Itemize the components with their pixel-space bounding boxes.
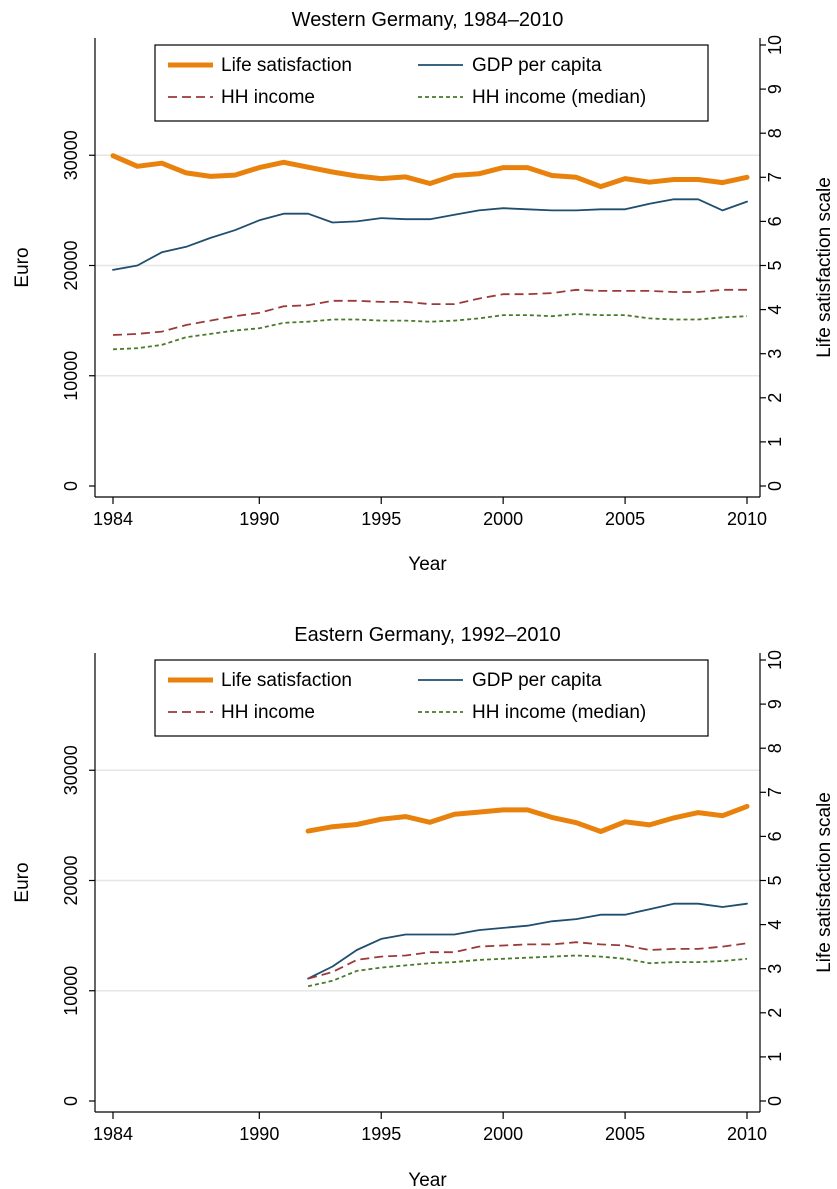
- legend-label: HH income (median): [472, 702, 646, 723]
- legend-label: GDP per capita: [472, 670, 602, 691]
- y-axis-title: Euro: [12, 247, 33, 287]
- series-line-gdp-per-capita: [112, 198, 748, 271]
- x-axis-title: Year: [408, 1170, 447, 1189]
- y2-axis-title: Life satisfaction scale: [814, 177, 835, 358]
- series-line-hh-income-median: [112, 313, 748, 351]
- chart-title: Eastern Germany, 1992–2010: [294, 624, 560, 646]
- legend-label: HH income (median): [472, 87, 646, 108]
- x-tick-label: 2010: [727, 1124, 767, 1144]
- y2-tick-label: 6: [765, 216, 785, 226]
- western-germany-chart: Western Germany, 1984–201001000020000300…: [12, 9, 835, 575]
- legend: Life satisfaction GDP per capita HH income…: [154, 44, 709, 122]
- y-axis-title: Euro: [12, 862, 33, 902]
- y-tick-label: 10000: [61, 966, 81, 1016]
- legend: Life satisfaction GDP per capita HH income…: [154, 659, 709, 737]
- y2-tick-label: 6: [765, 831, 785, 841]
- y2-tick-label: 10: [765, 650, 785, 670]
- x-tick-label: 1995: [361, 509, 401, 529]
- y2-tick-label: 5: [765, 875, 785, 885]
- x-tick-label: 1990: [239, 1124, 279, 1144]
- x-tick-label: 1984: [93, 509, 133, 529]
- x-tick-label: 2000: [483, 509, 523, 529]
- x-tick-label: 2010: [727, 509, 767, 529]
- x-tick-label: 2005: [605, 1124, 645, 1144]
- series-line-hh-income-median: [307, 954, 748, 988]
- y2-tick-label: 0: [765, 481, 785, 491]
- series-line-gdp-per-capita: [307, 902, 748, 980]
- y2-tick-label: 2: [765, 1008, 785, 1018]
- y2-tick-label: 1: [765, 437, 785, 447]
- series-line-hh-income: [307, 941, 748, 980]
- y2-tick-label: 10: [765, 35, 785, 55]
- x-axis-title: Year: [408, 554, 447, 575]
- x-tick-label: 2000: [483, 1124, 523, 1144]
- x-tick-label: 1990: [239, 509, 279, 529]
- y2-tick-label: 1: [765, 1052, 785, 1062]
- y2-tick-label: 5: [765, 260, 785, 270]
- y-tick-label: 0: [61, 481, 81, 491]
- y2-tick-label: 2: [765, 393, 785, 403]
- legend-label: HH income: [221, 702, 315, 723]
- legend-label: Life satisfaction: [221, 55, 352, 76]
- y2-tick-label: 8: [765, 743, 785, 753]
- y2-tick-label: 4: [765, 920, 785, 930]
- y-tick-label: 20000: [61, 240, 81, 290]
- eastern-germany-chart: Eastern Germany, 1992–201001000020000300…: [12, 624, 835, 1189]
- y-tick-label: 20000: [61, 855, 81, 905]
- legend-label: HH income: [221, 87, 315, 108]
- y-tick-label: 30000: [61, 130, 81, 180]
- x-tick-label: 1995: [361, 1124, 401, 1144]
- y2-tick-label: 0: [765, 1096, 785, 1106]
- y-tick-label: 10000: [61, 351, 81, 401]
- y2-tick-label: 3: [765, 349, 785, 359]
- legend-label: Life satisfaction: [221, 670, 352, 691]
- gridlines: [95, 769, 760, 992]
- legend-label: GDP per capita: [472, 55, 602, 76]
- series-line-life-satisfaction: [305, 803, 750, 834]
- y2-tick-label: 3: [765, 964, 785, 974]
- x-tick-label: 1984: [93, 1124, 133, 1144]
- series-line-hh-income: [112, 288, 747, 336]
- gridlines: [95, 154, 760, 377]
- y2-axis-title: Life satisfaction scale: [814, 792, 835, 973]
- x-tick-label: 2005: [605, 509, 645, 529]
- y2-tick-label: 4: [765, 305, 785, 315]
- y2-tick-label: 9: [765, 84, 785, 94]
- y-tick-label: 0: [61, 1096, 81, 1106]
- y2-tick-label: 8: [765, 128, 785, 138]
- y2-tick-label: 9: [765, 699, 785, 709]
- y2-tick-label: 7: [765, 172, 785, 182]
- y-tick-label: 30000: [61, 745, 81, 795]
- legend-box: [154, 659, 709, 737]
- y2-tick-label: 7: [765, 787, 785, 797]
- series-line-life-satisfaction: [110, 153, 750, 190]
- legend-box: [154, 44, 709, 122]
- chart-title: Western Germany, 1984–2010: [292, 9, 564, 31]
